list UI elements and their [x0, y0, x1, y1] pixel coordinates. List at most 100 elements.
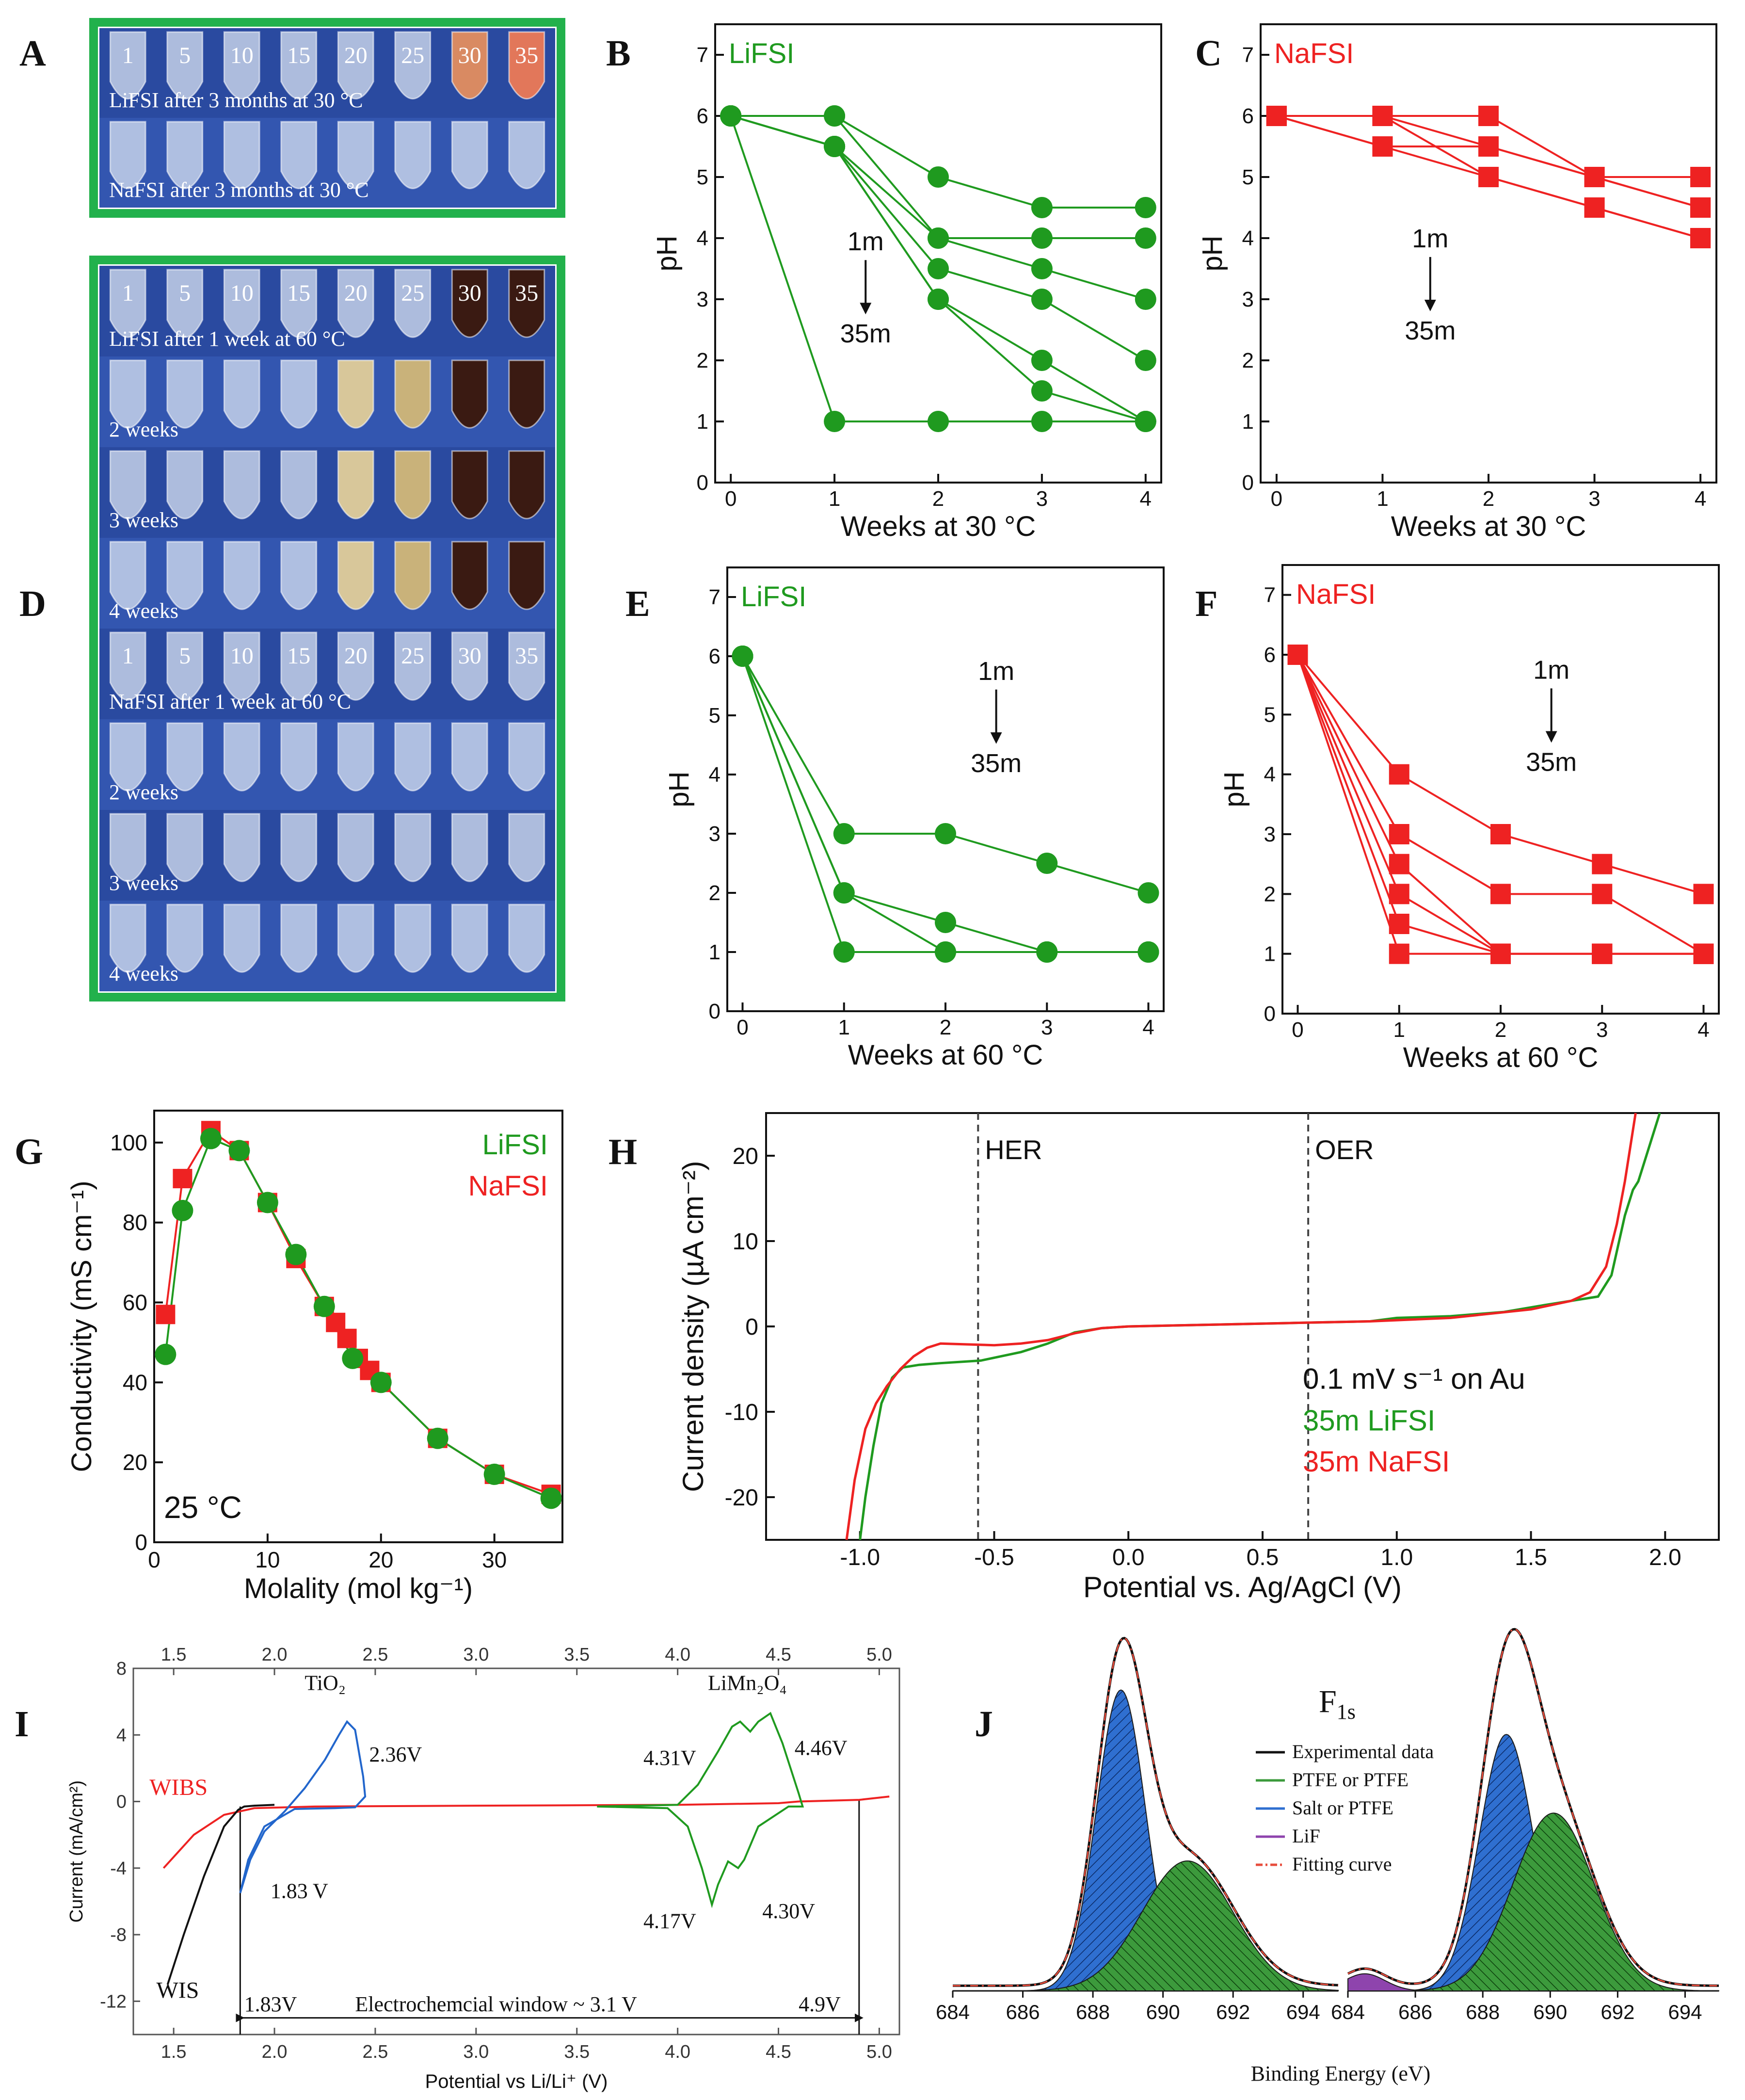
peak-label: 4.46V — [795, 1736, 848, 1760]
reference-line-label: HER — [985, 1134, 1042, 1165]
tube-number-label: 5 — [179, 643, 191, 669]
y-tick-label: 1 — [709, 940, 720, 964]
tube — [166, 359, 204, 429]
window-label: Electrochemcial window ~ 3.1 V — [355, 1992, 637, 2016]
data-point — [1031, 258, 1053, 279]
legend-entry: Experimental data — [1292, 1741, 1434, 1762]
series-line — [731, 115, 1146, 209]
tube-number-label: 35 — [515, 643, 538, 669]
tube — [451, 121, 488, 190]
y-tick-label: 0 — [1264, 1002, 1276, 1026]
y-tick-label: 5 — [1264, 703, 1276, 727]
x-tick-label: 1 — [838, 1016, 850, 1039]
x-tick-label: 3 — [1036, 487, 1048, 511]
panel-letter-g: G — [15, 1131, 43, 1172]
x-tick-label: 4 — [1142, 1016, 1154, 1039]
x-tick-label: 686 — [1398, 2001, 1432, 2023]
data-point — [1135, 350, 1156, 371]
tube-number-label: 20 — [344, 43, 368, 68]
y-tick-label: 6 — [1242, 104, 1254, 128]
data-point — [172, 1200, 193, 1222]
y-tick-label: 3 — [709, 822, 720, 846]
series-line — [1297, 654, 1704, 955]
photo-frame — [89, 256, 565, 1002]
data-point — [483, 1463, 505, 1485]
tube — [109, 631, 146, 701]
y-tick-label: 7 — [1264, 583, 1276, 607]
x-tick-label: 692 — [1601, 2001, 1634, 2023]
arrow-label-to: 35m — [971, 749, 1022, 778]
x-tick-label-top: 2.0 — [262, 1645, 288, 1665]
y-axis-label: Current density (µA cm⁻²) — [677, 1161, 709, 1492]
fit-component-area — [1348, 1812, 1719, 1991]
data-point — [256, 1192, 278, 1213]
tube — [451, 359, 488, 429]
data-point — [1690, 167, 1711, 187]
data-point — [1287, 645, 1308, 665]
y-tick-label: -4 — [110, 1858, 127, 1879]
y-tick-label: -12 — [100, 1991, 127, 2012]
data-point — [1584, 197, 1605, 218]
photo-row-label: NaFSI after 3 months at 30 °C — [109, 178, 369, 202]
x-tick-label-top: 3.5 — [564, 1645, 590, 1665]
spectrum-title: F1s — [1319, 1684, 1356, 1724]
tube-number-label: 20 — [344, 280, 368, 306]
tube — [280, 904, 318, 973]
y-tick-label: 20 — [733, 1144, 758, 1169]
peak-label: 2.36V — [369, 1743, 422, 1766]
data-point — [1592, 884, 1613, 905]
series-line — [1297, 654, 1704, 955]
data-point — [928, 289, 949, 310]
tube — [394, 31, 432, 100]
y-tick-label: 40 — [123, 1370, 147, 1395]
y-tick-label: 6 — [1264, 643, 1276, 667]
data-point — [1135, 289, 1156, 310]
x-tick-label: 686 — [1006, 2001, 1040, 2023]
legend-entry: 35m LiFSI — [1303, 1405, 1435, 1437]
fit-component-area — [953, 1860, 1339, 1991]
data-point — [228, 1140, 250, 1162]
fit-component-area — [1347, 1973, 1719, 1991]
salt-label: NaFSI — [1296, 579, 1376, 610]
tube — [508, 904, 545, 973]
x-axis-label: Weeks at 30 °C — [1391, 511, 1586, 542]
x-tick-label-top: 2.5 — [363, 1645, 388, 1665]
arrow-label-to: 35m — [1405, 316, 1456, 345]
x-tick-label: -0.5 — [974, 1545, 1014, 1570]
series-line — [239, 1720, 367, 1893]
data-point — [833, 882, 855, 904]
tube — [508, 631, 545, 701]
x-tick-label: 4 — [1140, 487, 1152, 511]
tube — [451, 450, 488, 519]
data-point — [1031, 411, 1053, 432]
tube — [223, 121, 260, 190]
x-tick-label: 694 — [1286, 2001, 1320, 2023]
y-tick-label: 2 — [1242, 349, 1254, 372]
data-point — [1584, 167, 1605, 187]
y-tick-label: 5 — [697, 165, 708, 189]
x-tick-label: -1.0 — [840, 1545, 880, 1570]
tube — [451, 31, 488, 100]
series-line — [597, 1712, 804, 1908]
tube-number-label: 15 — [287, 643, 310, 669]
tube — [508, 450, 545, 519]
data-point — [1592, 943, 1613, 964]
data-point — [1490, 943, 1511, 964]
data-point — [313, 1295, 335, 1317]
y-tick-label: 4 — [1264, 763, 1276, 787]
tube — [337, 631, 374, 701]
arrow-label-from: 1m — [848, 227, 884, 256]
data-point — [1690, 197, 1711, 218]
x-tick-label: 0 — [725, 487, 736, 511]
y-tick-label: 8 — [116, 1659, 127, 1679]
data-point — [1592, 854, 1613, 874]
tube — [166, 904, 204, 973]
legend-entry: PTFE or PTFE — [1292, 1769, 1409, 1791]
x-axis-label: Weeks at 30 °C — [841, 511, 1036, 542]
reference-line-label: OER — [1315, 1134, 1374, 1165]
legend-entry: LiFSI — [482, 1129, 548, 1161]
tube — [394, 450, 432, 519]
x-tick-label: 10 — [255, 1547, 280, 1572]
tube-number-label: 15 — [287, 280, 310, 306]
tube — [394, 541, 432, 610]
